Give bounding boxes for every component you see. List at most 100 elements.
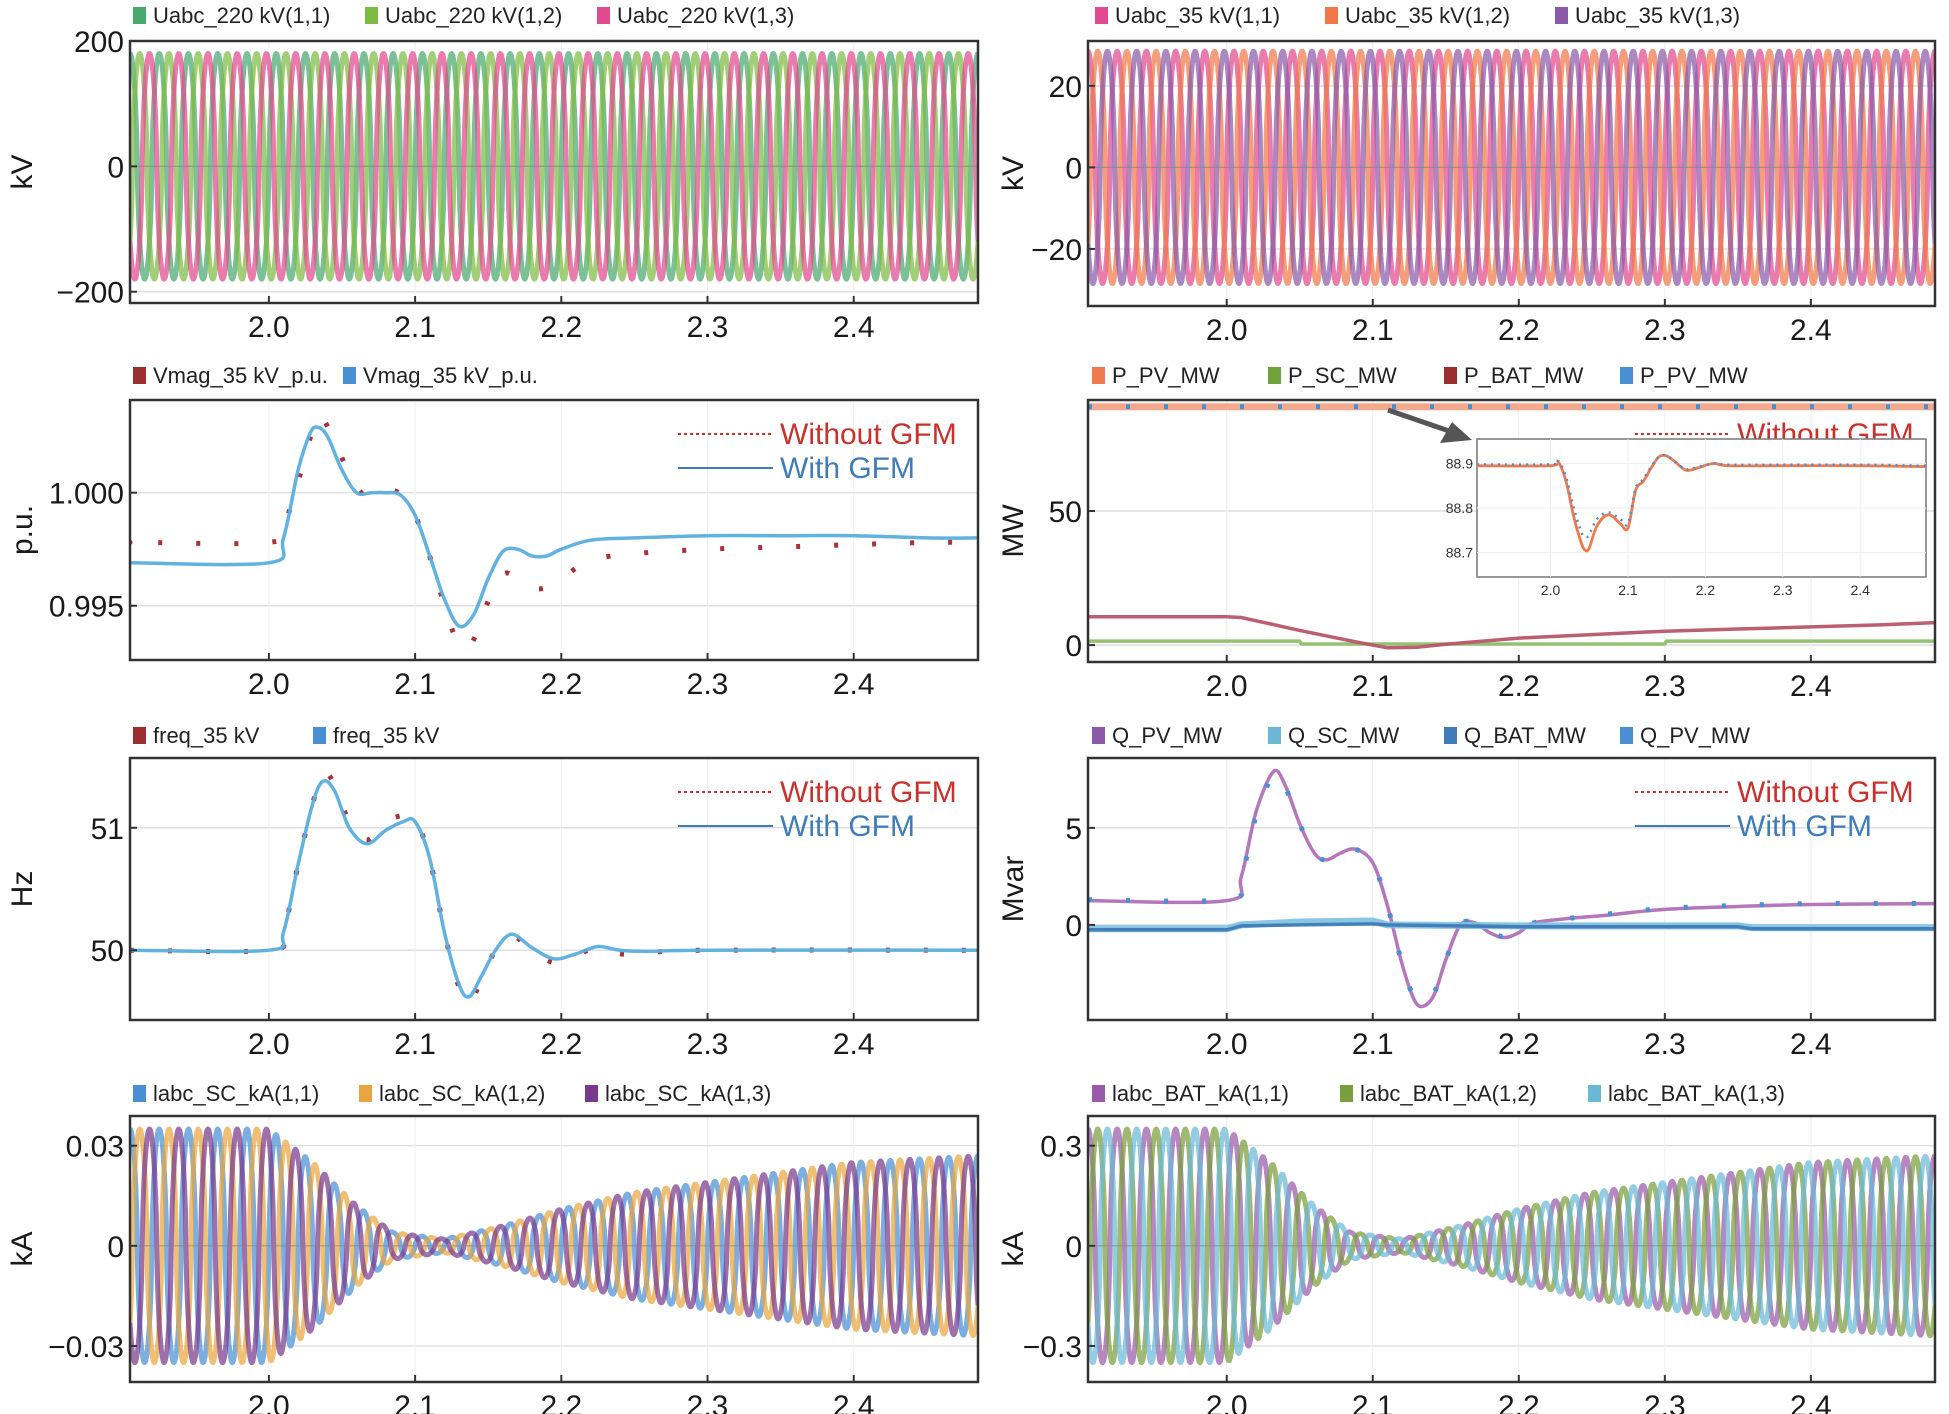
legend-label: labc_SC_kA(1,3)	[605, 1081, 771, 1106]
plot-frame	[128, 1114, 980, 1384]
legend-label: Vmag_35 kV_p.u.	[153, 363, 328, 388]
legend-swatch	[597, 7, 610, 24]
legend-swatch	[1325, 7, 1338, 24]
y-axis-label: Mvar	[997, 856, 1030, 923]
plot-area	[1088, 403, 1935, 650]
legend-with-gfm-label: With GFM	[780, 452, 915, 485]
legend-swatch	[1444, 727, 1457, 744]
chart-qmvar: 5 0 2.0 2.1 2.2 2.3 2.4 Mvar Q_PV_MW Q_SC_MW Q_BAT…	[997, 723, 1937, 1061]
x-tick-label: 2.4	[833, 311, 875, 344]
y-tick-label: 0.995	[49, 591, 124, 624]
legend-label: Q_SC_MW	[1288, 723, 1399, 748]
legend-swatch	[585, 1085, 598, 1102]
legend-swatch	[1092, 727, 1105, 744]
inset-chart: 2.0 2.1 2.2 2.3 2.4 88.9 88.8 88.7	[1446, 438, 1927, 598]
x-tick-label: 2.2	[1498, 314, 1540, 347]
legend-swatch	[365, 7, 378, 24]
inset-y-tick-label: 88.8	[1446, 500, 1473, 516]
legend-swatch	[1444, 367, 1457, 384]
x-tick-label: 2.3	[1644, 1028, 1686, 1061]
series-line-labc-sc-ka-1-3-	[130, 1126, 978, 1366]
plot-frame	[128, 756, 980, 1022]
legend-swatch	[1092, 1085, 1105, 1102]
legend-label: Uabc_220 kV(1,2)	[385, 3, 562, 28]
legend-swatch	[1620, 727, 1633, 744]
y-tick-label: 50	[91, 935, 124, 968]
y-tick-label: −200	[56, 277, 124, 310]
chart-uabc35: 20 0 −20 2.0 2.1 2.2 2.3 2.4 kV Uabc_35 kV(1,1) Ua…	[997, 3, 1937, 347]
legend-label: Q_PV_MW	[1112, 723, 1222, 748]
y-axis-label: kV	[6, 154, 39, 189]
x-tick-label: 2.4	[833, 668, 875, 701]
plot-area	[130, 769, 978, 1006]
x-tick-label: 2.2	[1498, 1390, 1540, 1414]
x-tick-label: 2.0	[248, 311, 290, 344]
legend-swatch	[1620, 367, 1633, 384]
y-axis-label: MW	[997, 504, 1030, 558]
x-tick-label: 2.3	[687, 1390, 729, 1414]
x-tick-label: 2.3	[1644, 1390, 1686, 1414]
inset-x-tick-label: 2.3	[1773, 582, 1793, 598]
x-tick-label: 2.0	[1206, 1390, 1248, 1414]
legend-swatch	[1268, 727, 1281, 744]
x-tick-label: 2.3	[687, 1028, 729, 1061]
zoom-arrow-head	[1440, 422, 1472, 443]
inset-x-tick-label: 2.1	[1618, 582, 1638, 598]
legend-label: P_SC_MW	[1288, 363, 1397, 388]
inset-y-tick-label: 88.7	[1446, 545, 1473, 561]
x-tick-label: 2.1	[394, 1028, 436, 1061]
legend-label: labc_BAT_kA(1,3)	[1608, 1081, 1785, 1106]
x-tick-label: 2.0	[1206, 670, 1248, 703]
legend-label: P_PV_MW	[1640, 363, 1748, 388]
legend-label: Uabc_35 kV(1,3)	[1575, 3, 1740, 28]
plot-area	[1088, 768, 1935, 1009]
legend-label: Q_BAT_MW	[1464, 723, 1586, 748]
x-tick-label: 2.0	[248, 1028, 290, 1061]
y-tick-label: 0.03	[66, 1131, 124, 1164]
y-tick-label: 0	[1065, 630, 1082, 663]
chart-vmag: 1.000 0.995 2.0 2.1 2.2 2.3 2.4 p.u. Vmag_35 kV_…	[6, 363, 980, 701]
series-line-labc-bat-ka-1-3-	[1088, 1126, 1935, 1366]
series-line-with-gfm	[130, 779, 978, 999]
x-tick-label: 2.2	[1498, 1028, 1540, 1061]
inset-y-tick-label: 88.9	[1446, 455, 1473, 471]
x-tick-label: 2.3	[687, 668, 729, 701]
legend-with-gfm-label: With GFM	[1737, 810, 1872, 843]
x-tick-label: 2.1	[1352, 670, 1394, 703]
legend-without-gfm-label: Without GFM	[780, 776, 957, 809]
plot-area	[130, 51, 978, 282]
legend-swatch	[1095, 7, 1108, 24]
legend-without-gfm-label: Without GFM	[1737, 776, 1914, 809]
series-line-uabc-35-kv-1-3-	[1088, 48, 1935, 286]
zoom-arrow-shaft	[1387, 407, 1453, 435]
y-axis-label: kA	[6, 1231, 39, 1266]
legend-swatch	[1268, 367, 1281, 384]
legend-label: Q_PV_MW	[1640, 723, 1750, 748]
plot-frame	[1086, 1114, 1937, 1384]
plot-frame	[1086, 398, 1937, 664]
legend-label: labc_SC_kA(1,1)	[153, 1081, 319, 1106]
x-tick-label: 2.4	[1790, 314, 1832, 347]
y-tick-label: 0	[1065, 910, 1082, 943]
y-tick-label: 0	[107, 1231, 124, 1264]
x-tick-label: 2.1	[394, 668, 436, 701]
legend-swatch	[133, 7, 146, 24]
legend-swatch	[359, 1085, 372, 1102]
legend-label: labc_BAT_kA(1,1)	[1112, 1081, 1289, 1106]
series-line-q-pv-mw-without-gfm	[1088, 768, 1935, 1009]
y-axis-label: kV	[997, 156, 1030, 191]
x-tick-label: 2.1	[394, 311, 436, 344]
x-tick-label: 2.3	[1644, 314, 1686, 347]
legend-label: Uabc_220 kV(1,1)	[153, 3, 330, 28]
legend-without-gfm-label: Without GFM	[780, 418, 957, 451]
inset-x-tick-label: 2.0	[1541, 582, 1561, 598]
x-tick-label: 2.2	[540, 1028, 582, 1061]
plot-frame	[128, 398, 980, 662]
chart-freq: 51 50 2.0 2.1 2.2 2.3 2.4 Hz freq_35 kV freq_35 k…	[6, 723, 980, 1061]
chart-iabc_sc: 0.03 0 −0.03 2.0 2.1 2.2 2.3 2.4 kA labc_SC_kA(1,…	[6, 1081, 980, 1414]
x-tick-label: 2.4	[833, 1390, 875, 1414]
y-tick-label: −0.3	[1023, 1331, 1082, 1364]
x-tick-label: 2.3	[687, 311, 729, 344]
legend-swatch	[1555, 7, 1568, 24]
